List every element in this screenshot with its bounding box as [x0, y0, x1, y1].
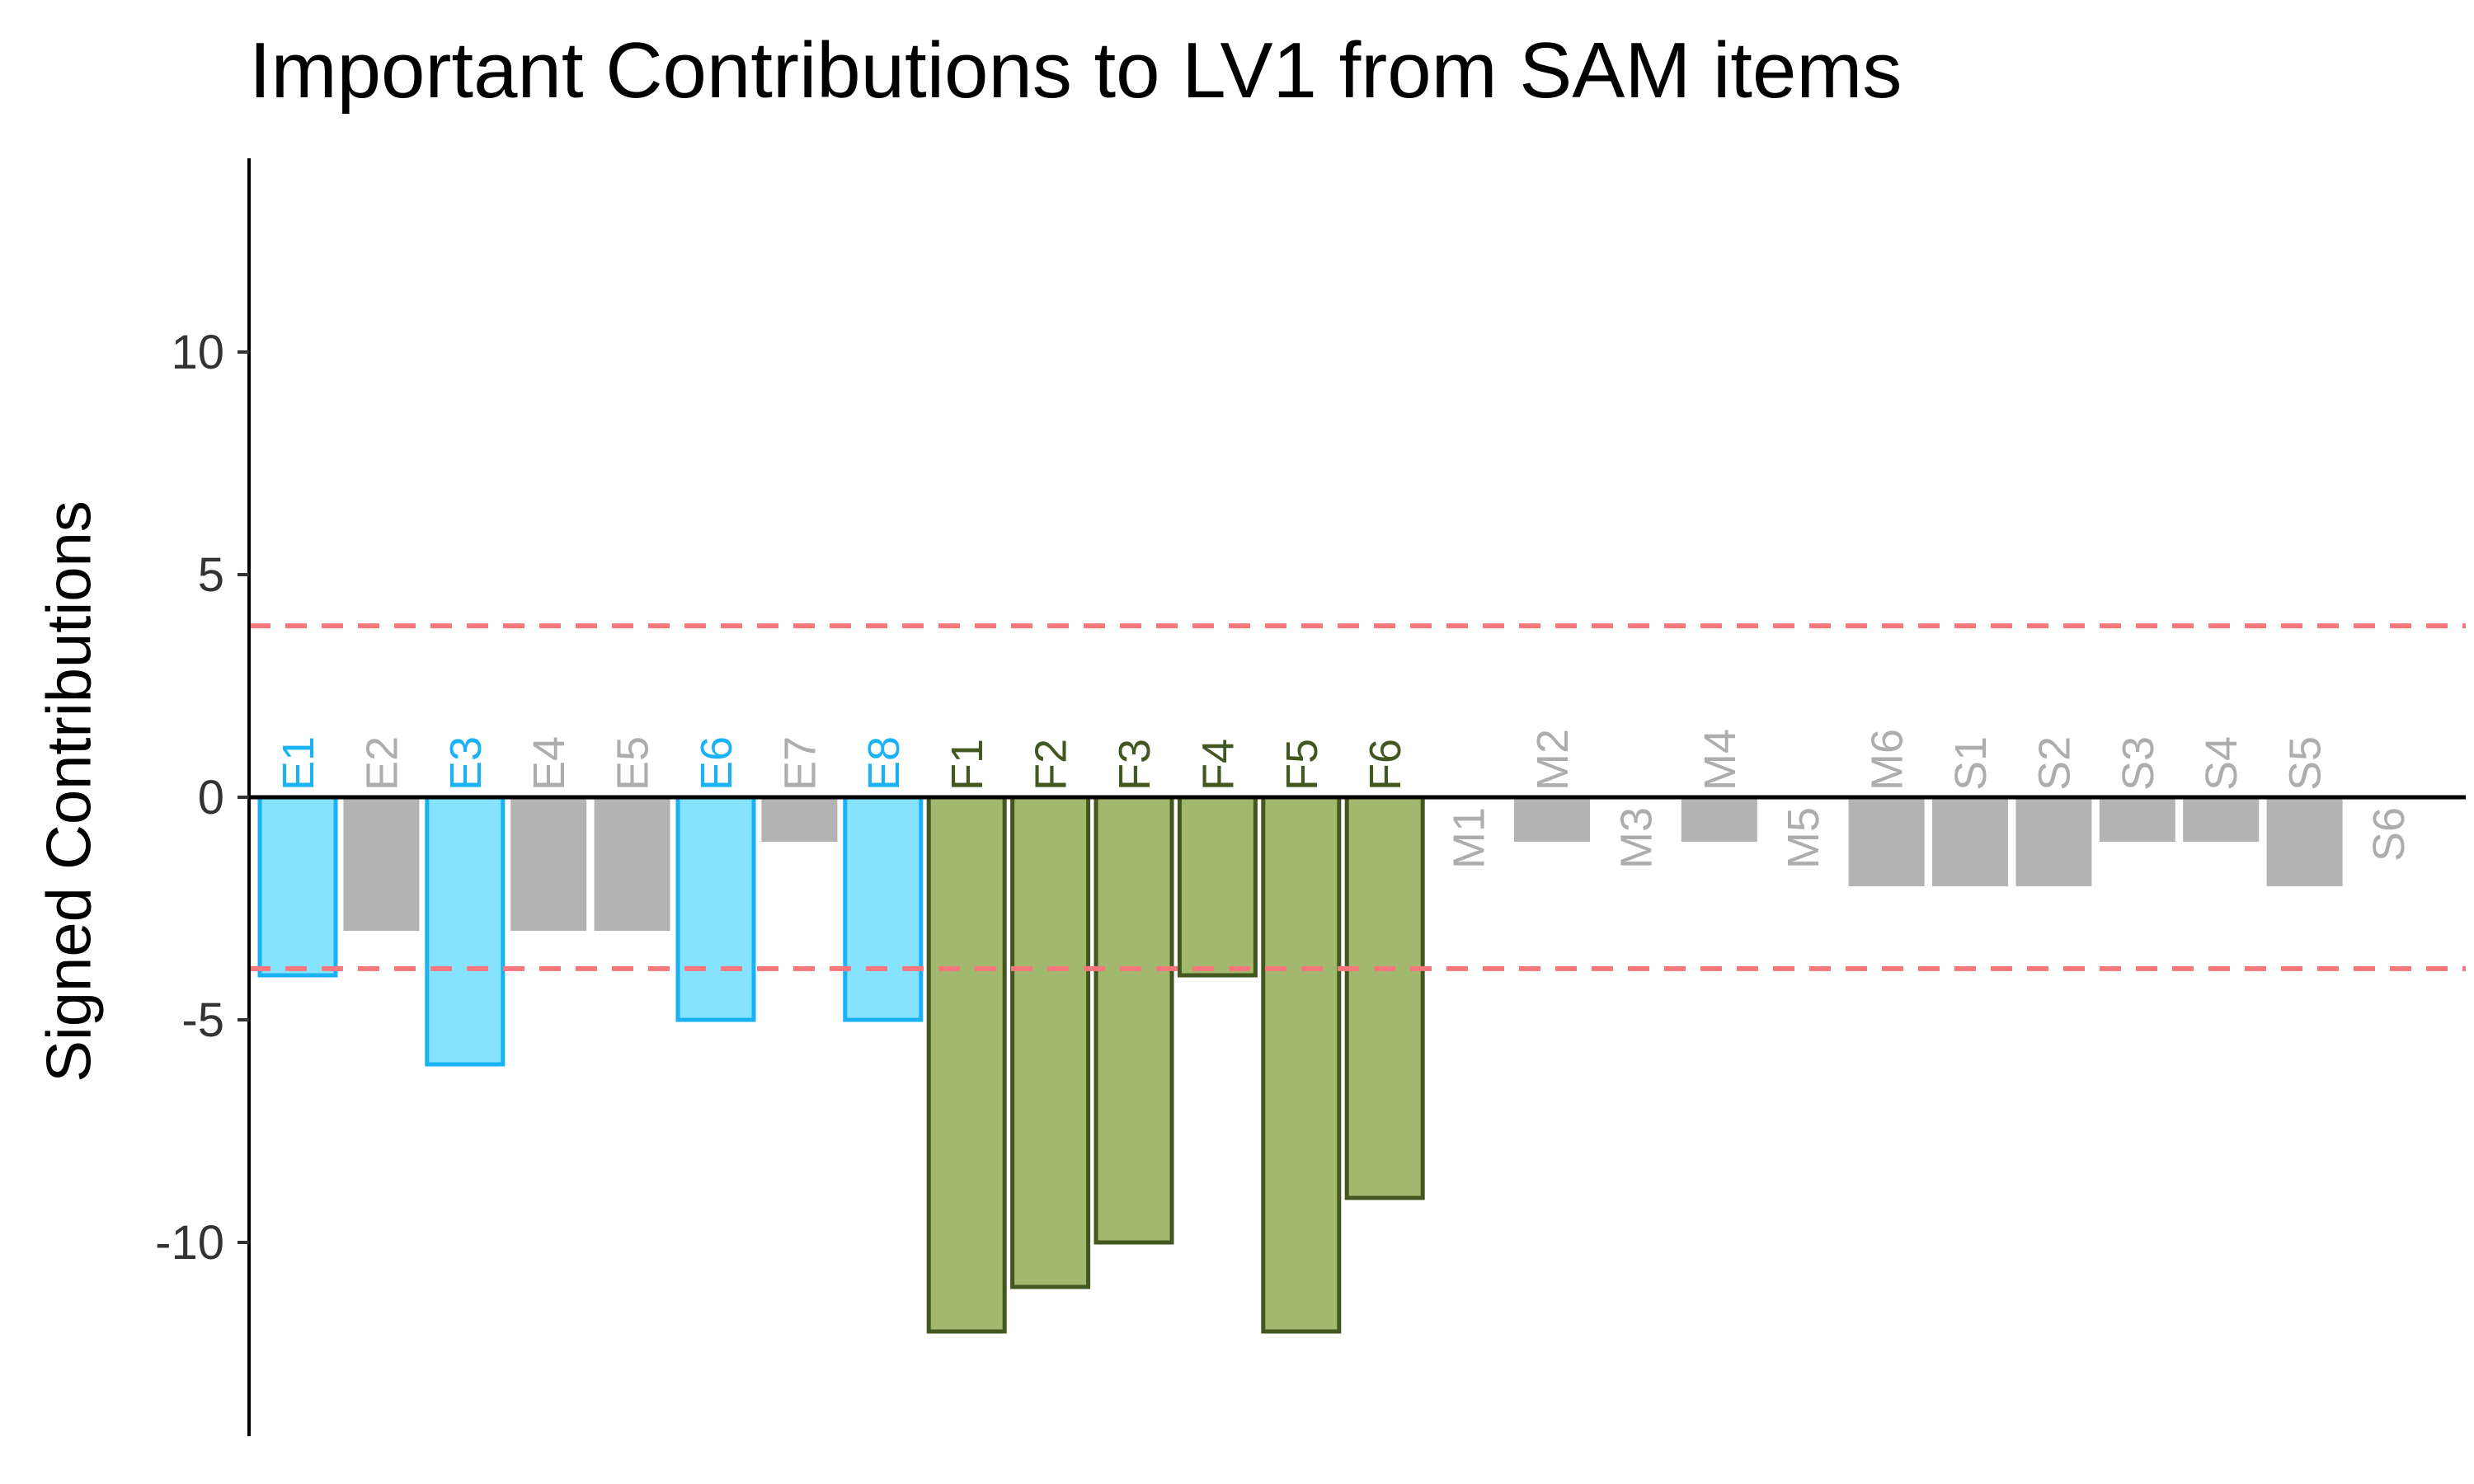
bar-e4	[510, 797, 587, 931]
bar-label-s4: S4	[2197, 736, 2246, 791]
bars-layer	[257, 795, 2343, 1334]
bar-m6	[1848, 797, 1925, 886]
bar-e5	[594, 797, 670, 931]
bar-s3	[2099, 797, 2175, 842]
bar-label-f6: F6	[1361, 739, 1410, 791]
bar-f4	[1177, 795, 1258, 978]
bar-label-m3: M3	[1611, 807, 1661, 869]
bar-label-f1: F1	[943, 739, 992, 791]
bar-e8	[843, 795, 924, 1022]
y-tick-label: 10	[171, 326, 224, 379]
threshold-lines	[249, 623, 2466, 971]
bar-m4	[1681, 797, 1757, 842]
bar-s4	[2183, 797, 2260, 842]
bar-e3	[425, 795, 506, 1067]
bar-f1	[926, 795, 1007, 1334]
bar-label-m2: M2	[1528, 729, 1578, 791]
bar-f5	[1261, 795, 1342, 1334]
bar-label-e3: E3	[441, 736, 491, 791]
bar-f6	[1344, 795, 1425, 1200]
bar-label-f3: F3	[1110, 739, 1159, 791]
bar-s2	[2015, 797, 2092, 886]
bar-e2	[343, 797, 420, 931]
bar-label-e7: E7	[775, 736, 825, 791]
bar-label-m6: M6	[1863, 729, 1912, 791]
bar-label-e1: E1	[274, 736, 323, 791]
bar-m2	[1514, 797, 1590, 842]
bar-label-m1: M1	[1445, 807, 1494, 869]
bar-labels: E1 E2 E3 E4 E5 E6 E7 E8 F1 F2 F3 F4 F5 F6 M1 M2 M3 M4 M5 M6…	[274, 729, 2414, 869]
chart-title: Important Contributions to LV1 from SAM …	[249, 26, 1903, 115]
bar-label-s6: S6	[2364, 807, 2414, 862]
bar-label-s1: S1	[1946, 736, 1996, 791]
bar-label-s5: S5	[2281, 736, 2331, 791]
bar-label-s3: S3	[2114, 736, 2163, 791]
bar-e6	[675, 795, 756, 1022]
bar-label-e5: E5	[609, 736, 658, 791]
bar-label-e4: E4	[524, 736, 574, 791]
bar-label-m4: M4	[1696, 729, 1745, 791]
bar-label-f5: F5	[1277, 739, 1327, 791]
y-tick-label: -5	[181, 993, 224, 1047]
bar-label-e8: E8	[859, 736, 909, 791]
bar-f2	[1010, 795, 1091, 1289]
bar-e1	[257, 795, 338, 978]
y-tick-label: -10	[155, 1216, 224, 1270]
y-tick-label: 0	[198, 771, 224, 824]
bar-s5	[2266, 797, 2343, 886]
bar-label-f4: F4	[1193, 739, 1243, 791]
y-tick-label: 5	[198, 548, 224, 602]
bar-label-e2: E2	[357, 736, 407, 791]
axes: 10 5 0 -5 -10	[155, 158, 2466, 1436]
bar-e7	[761, 797, 838, 842]
bar-label-e6: E6	[692, 736, 741, 791]
bar-label-f2: F2	[1027, 739, 1076, 791]
bar-label-m5: M5	[1779, 807, 1828, 869]
bar-f3	[1094, 795, 1174, 1245]
bar-s1	[1932, 797, 2008, 886]
bar-label-s2: S2	[2030, 736, 2079, 791]
